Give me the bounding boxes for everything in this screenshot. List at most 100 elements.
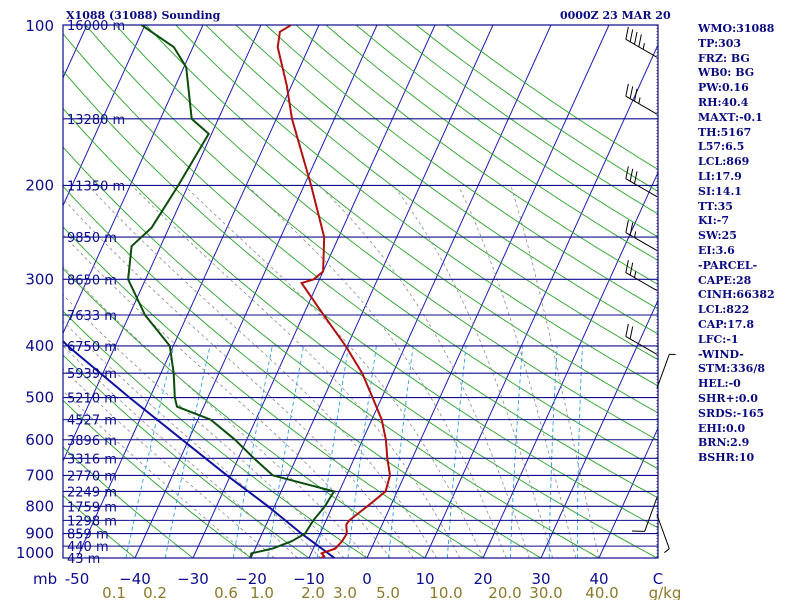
mixing-ratio-label: 2.0 <box>301 584 325 600</box>
dry-adiabat-line <box>63 70 658 529</box>
parcel-trace <box>63 339 336 558</box>
moist-adiabat-line <box>63 265 368 558</box>
sounding-index-item: LCL:869 <box>698 155 750 169</box>
sounding-index-item: TT:35 <box>698 199 733 213</box>
wind-barb-flag <box>629 86 634 99</box>
moist-adiabat-line <box>246 185 507 558</box>
isotherm-line <box>63 25 146 207</box>
isotherm-line <box>482 171 658 558</box>
sounding-index-item: EHI:0.0 <box>698 421 746 435</box>
sounding-index-item: KI:-7 <box>698 214 729 228</box>
wind-barb-shaft <box>625 38 658 58</box>
pressure-tick-label: 800 <box>25 497 54 515</box>
pressure-tick-label: 900 <box>25 525 54 543</box>
wind-barb-flag <box>633 88 638 102</box>
sounding-index-item: WMO:31088 <box>698 22 775 35</box>
sounding-index-item: -WIND- <box>698 347 744 361</box>
dry-adiabat-line <box>63 33 658 499</box>
mixing-ratio-line <box>347 345 377 558</box>
pressure-tick-label: 500 <box>25 389 54 407</box>
height-label: 2249 m <box>67 485 117 500</box>
dry-adiabat-line <box>63 310 368 558</box>
wind-barb-flag <box>625 260 629 273</box>
isotherm-line <box>63 25 262 463</box>
isotherm-line <box>192 25 436 558</box>
temperature-unit-label: C <box>653 570 663 588</box>
wind-barb-shaft <box>625 335 658 355</box>
moist-adiabat-line <box>392 185 553 558</box>
height-label: 5939 m <box>67 367 117 382</box>
sounding-index-item: TH:5167 <box>698 125 752 139</box>
wind-barb-half-flag <box>638 97 641 104</box>
temperature-tick-label: −40 <box>119 570 151 588</box>
wind-barb <box>625 83 658 115</box>
wind-barb-flag <box>625 83 629 97</box>
mixing-ratio-line <box>232 345 273 558</box>
moist-adiabat-line <box>63 233 391 558</box>
wind-barb-column <box>625 25 676 558</box>
wind-barb-flag <box>629 29 634 42</box>
wind-barb-shaft <box>625 95 658 115</box>
wind-barb <box>625 166 658 198</box>
isotherm-line <box>63 25 204 335</box>
plot-frame <box>62 24 659 559</box>
wind-barb-half-flag <box>633 231 637 238</box>
sounding-index-item: SHR+:0.0 <box>698 391 758 405</box>
sounding-index-item: HEL:-0 <box>698 377 741 391</box>
wind-barb <box>632 497 658 532</box>
mixing-ratio-label: 0.6 <box>214 584 238 600</box>
wind-barb-flag <box>633 31 638 45</box>
isotherm-line <box>76 25 320 558</box>
moist-adiabat-line <box>63 198 414 558</box>
sounding-index-item: SW:25 <box>698 229 737 243</box>
height-label: 2770 m <box>67 469 117 484</box>
sounding-index-item: SRDS:-165 <box>698 406 765 420</box>
sounding-index-item: EI:3.6 <box>698 243 735 257</box>
isotherm-line <box>308 25 552 558</box>
wind-barb-half-flag <box>664 548 670 554</box>
wind-barb-shaft <box>644 497 658 532</box>
temperature-tick-label: 0 <box>362 570 372 588</box>
sounding-index-item: MAXT:-0.1 <box>698 110 763 124</box>
mixing-ratio-line <box>267 345 305 558</box>
mixing-ratio-line <box>164 345 211 558</box>
sounding-index-item: BSHR:10 <box>698 451 755 465</box>
mixing-ratio-line <box>446 345 467 558</box>
isotherm-line <box>598 426 658 558</box>
height-label: 16000 m <box>67 19 125 34</box>
sounding-index-item: TP:303 <box>698 36 742 50</box>
moist-adiabat-line <box>63 368 275 558</box>
mixing-ratio-line <box>388 345 414 558</box>
temperature-tick-label: −10 <box>293 570 325 588</box>
diagram-grid <box>63 25 658 558</box>
pressure-tick-label: 200 <box>25 176 54 194</box>
wind-barb-half-flag <box>633 271 637 278</box>
mixing-ratio-label: 5.0 <box>376 584 400 600</box>
sounding-index-item: STM:336/8 <box>698 362 765 376</box>
sounding-index-item: CINH:66382 <box>698 288 775 302</box>
valid-time: 0000Z 23 MAR 20 <box>560 9 671 22</box>
temperature-tick-label: 10 <box>415 570 434 588</box>
temperature-tick-label: 40 <box>589 570 608 588</box>
sounding-index-item: LCL:822 <box>698 303 750 317</box>
wind-barb-flag <box>625 166 629 179</box>
wind-barb-shaft <box>656 514 670 549</box>
sounding-index-item: L57:6.5 <box>698 140 745 154</box>
moist-adiabat-line <box>510 185 600 558</box>
sounding-index-item: FRZ: BG <box>698 51 750 65</box>
mixing-ratio-line <box>576 345 583 558</box>
height-label: 3316 m <box>67 452 117 467</box>
height-label: 11350 m <box>67 179 125 194</box>
wind-barb <box>625 26 658 58</box>
pressure-tick-label: 100 <box>25 17 54 35</box>
pressure-tick-label: 400 <box>25 337 54 355</box>
sounding-index-item: LI:17.9 <box>698 169 742 183</box>
height-label: 440 m <box>67 540 109 555</box>
isotherm-line <box>424 43 658 558</box>
pressure-tick-label: 300 <box>25 270 54 288</box>
height-label: 5210 m <box>67 392 117 407</box>
sounding-index-item: -PARCEL- <box>698 258 758 272</box>
height-label: 3896 m <box>67 434 117 449</box>
temperature-tick-label: 20 <box>473 570 492 588</box>
isotherm-line <box>134 25 378 558</box>
